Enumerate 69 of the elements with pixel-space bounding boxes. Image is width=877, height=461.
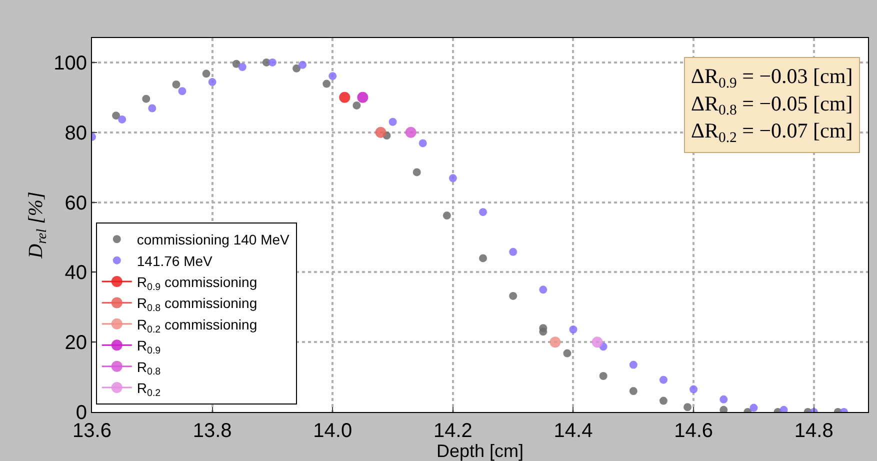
- point: [208, 78, 216, 86]
- x-tick-label: 14.6: [674, 420, 714, 442]
- point: [599, 372, 608, 380]
- point: [142, 94, 150, 103]
- legend-label: R$_{0.2}$ commissioning: [136, 316, 258, 336]
- point: [479, 254, 488, 262]
- point: [539, 286, 548, 294]
- point: [629, 387, 638, 396]
- y-tick-label: 80: [64, 122, 87, 144]
- point: [375, 126, 386, 138]
- point: [298, 60, 307, 69]
- point: [690, 385, 698, 394]
- point: [292, 64, 301, 72]
- point: [322, 80, 331, 88]
- legend-label: R$_{0.2}$: [136, 380, 161, 399]
- point: [202, 70, 210, 78]
- x-tick-label: 14.0: [313, 420, 352, 442]
- legend-label: 141.76 MeV: [136, 252, 214, 269]
- point: [388, 118, 397, 126]
- legend-label: commissioning 140 MeV: [136, 232, 290, 248]
- point: [659, 376, 668, 384]
- x-tick-label: 13.8: [192, 420, 232, 442]
- point: [405, 126, 416, 138]
- y-tick-label: 20: [64, 332, 87, 354]
- point: [118, 115, 126, 124]
- point: [148, 104, 156, 112]
- y-tick-label: 60: [64, 192, 87, 214]
- point: [569, 326, 578, 334]
- x-tick-label: 14.8: [794, 420, 834, 442]
- y-tick-label: 40: [64, 262, 87, 284]
- annotation: ΔR$_{0.8}$ = −0.05 [cm]: [691, 91, 853, 119]
- point: [339, 92, 350, 103]
- x-tick-label: 14.4: [554, 420, 593, 442]
- point: [112, 112, 120, 120]
- legend-label: R$_{0.8}$ commissioning: [136, 295, 258, 314]
- legend-label: R$_{0.9}$: [136, 338, 161, 357]
- legend-label: R$_{0.8}$: [136, 358, 162, 378]
- point: [418, 139, 427, 148]
- point: [720, 395, 728, 404]
- x-axis-title: Depth [cm]: [436, 441, 524, 461]
- point: [357, 92, 368, 103]
- point: [328, 72, 337, 80]
- x-tick-label: 14.2: [433, 420, 472, 442]
- annotation: ΔR$_{0.2}$ = −0.07 [cm]: [691, 118, 853, 146]
- point: [563, 349, 572, 358]
- point: [659, 396, 668, 405]
- point: [629, 360, 638, 369]
- legend-label: R$_{0.9}$ commissioning: [136, 274, 258, 293]
- point: [509, 292, 518, 300]
- point: [238, 63, 246, 72]
- point: [448, 174, 457, 182]
- point: [592, 336, 603, 348]
- point: [509, 248, 518, 256]
- point: [232, 60, 240, 68]
- point: [750, 404, 758, 412]
- y-tick-label: 100: [54, 52, 87, 74]
- point: [352, 101, 361, 110]
- point: [412, 168, 421, 176]
- point: [684, 403, 692, 412]
- point: [442, 212, 451, 220]
- point: [268, 58, 276, 66]
- point: [172, 80, 180, 88]
- point: [539, 328, 548, 336]
- point: [720, 406, 728, 412]
- point: [780, 406, 788, 412]
- point: [550, 336, 561, 348]
- annotation: ΔR$_{0.9}$ = −0.03 [cm]: [691, 64, 853, 92]
- point: [479, 208, 488, 216]
- point: [178, 87, 186, 96]
